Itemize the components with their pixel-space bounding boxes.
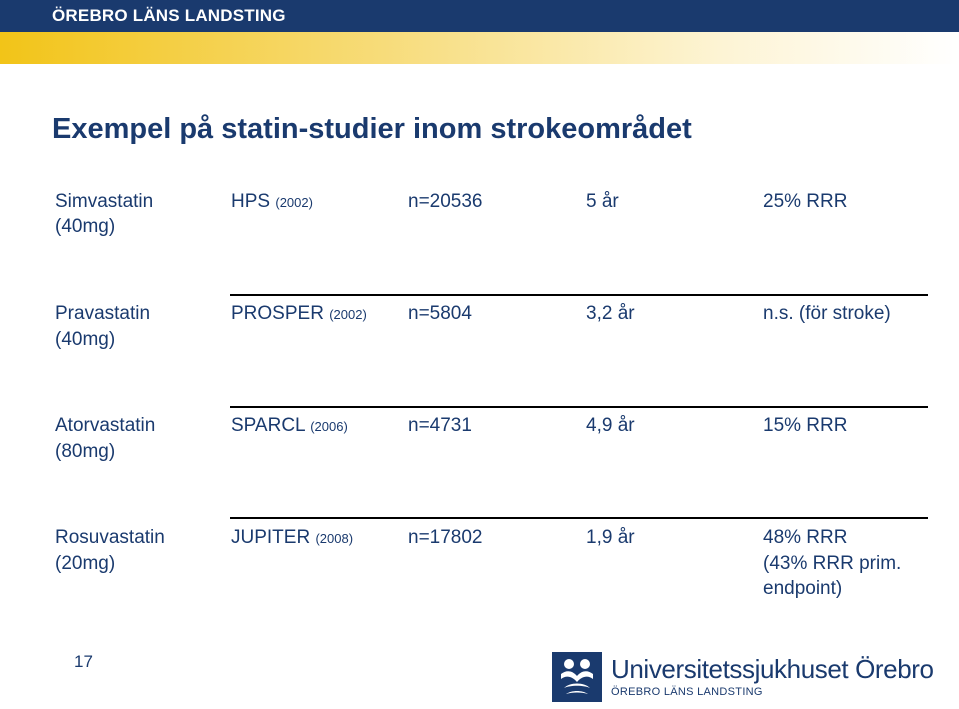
study-label: HPS [231, 191, 271, 212]
drug-dose: (40mg) [55, 329, 116, 350]
study-year: (2002) [275, 195, 313, 210]
study-duration: 4,9 år [586, 415, 635, 436]
study-duration: 5 år [586, 191, 619, 212]
study-result: 15% RRR [763, 415, 848, 436]
page-number: 17 [74, 652, 93, 671]
drug-name: Pravastatin [55, 303, 151, 324]
row-divider [230, 517, 928, 519]
sample-size: n=4731 [408, 415, 472, 436]
study-year: (2006) [310, 419, 348, 434]
header-gradient-bar [0, 32, 959, 64]
sample-size: n=5804 [408, 303, 472, 324]
drug-dose: (80mg) [55, 441, 116, 462]
people-emblem-icon [552, 652, 602, 702]
study-result: n.s. (för stroke) [763, 303, 891, 324]
sample-size: n=17802 [408, 527, 483, 548]
row-divider [230, 406, 928, 408]
row-divider [230, 294, 928, 296]
logo-name: Universitetssjukhuset Örebro [611, 654, 934, 684]
drug-name: Rosuvastatin [55, 527, 165, 548]
drug-dose: (20mg) [55, 553, 116, 574]
study-name: PROSPER (2002) [231, 302, 367, 327]
organization-name: ÖREBRO LÄNS LANDSTING [52, 6, 286, 25]
study-duration: 1,9 år [586, 527, 635, 548]
study-result: (43% RRR prim. [763, 553, 902, 574]
study-result: endpoint) [763, 578, 843, 599]
study-result: 48% RRR [763, 527, 848, 548]
header-bar: ÖREBRO LÄNS LANDSTING [0, 0, 959, 32]
slide-title: Exempel på statin-studier inom strokeomr… [52, 113, 692, 145]
study-label: SPARCL [231, 415, 305, 436]
study-name: JUPITER (2008) [231, 526, 353, 551]
study-result: 25% RRR [763, 191, 848, 212]
sample-size: n=20536 [408, 191, 483, 212]
study-year: (2002) [329, 307, 367, 322]
logo-subtitle: ÖREBRO LÄNS LANDSTING [611, 686, 763, 698]
drug-name: Simvastatin [55, 191, 154, 212]
study-label: JUPITER [231, 527, 311, 548]
study-name: HPS (2002) [231, 190, 313, 215]
study-name: SPARCL (2006) [231, 414, 348, 439]
drug-dose: (40mg) [55, 216, 116, 237]
study-year: (2008) [315, 531, 354, 546]
study-duration: 3,2 år [586, 303, 635, 324]
drug-name: Atorvastatin [55, 415, 156, 436]
study-label: PROSPER [231, 303, 324, 324]
